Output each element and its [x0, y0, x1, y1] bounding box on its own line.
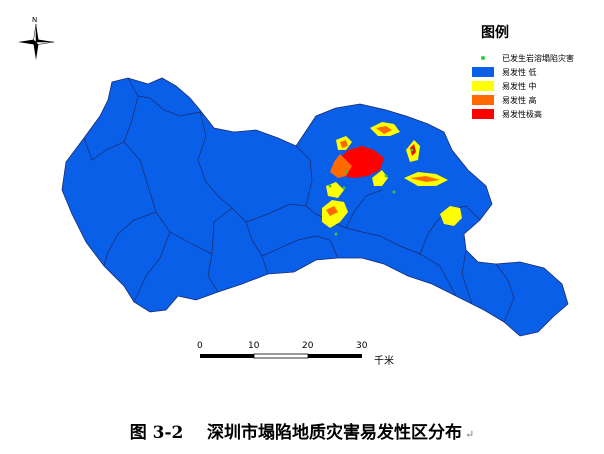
collapse-site-dot	[344, 170, 348, 174]
legend-item-high: 易发性 高	[472, 94, 537, 106]
collapse-site-dot	[334, 232, 338, 236]
legend-swatch-high	[472, 95, 494, 105]
district-boundaries	[83, 77, 515, 323]
patch-medium	[322, 200, 348, 228]
collapse-site-dot	[342, 186, 346, 190]
legend-swatch-medium	[472, 81, 494, 91]
legend-item-low: 易发性 低	[472, 66, 537, 78]
scale-unit-label: 千米	[374, 356, 394, 367]
patch-medium	[440, 206, 462, 226]
return-mark-icon: ↵	[465, 428, 475, 441]
scale-tick-label: 10	[248, 341, 260, 351]
legend-swatch-low	[472, 67, 494, 77]
legend-item-medium: 易发性 中	[472, 80, 537, 92]
caption-text: 图 3-2 深圳市塌陷地质灾害易发性区分布	[129, 423, 463, 443]
collapse-site-dot	[328, 184, 332, 188]
collapse-site-dot	[410, 148, 414, 152]
figure-caption: 图 3-2 深圳市塌陷地质灾害易发性区分布 ↵	[0, 418, 604, 443]
legend-item-label: 已发生岩溶塌陷灾害	[502, 53, 574, 63]
legend-item-occurred: 已发生岩溶塌陷灾害	[472, 52, 574, 64]
patch-medium	[372, 170, 388, 186]
legend-item-label: 易发性 低	[502, 67, 537, 77]
compass-rose-icon	[18, 23, 55, 60]
scale-tick-label: 20	[302, 341, 314, 351]
legend-item-label: 易发性极高	[502, 109, 542, 119]
legend-item-very-high: 易发性极高	[472, 108, 542, 120]
scale-bar	[200, 353, 362, 359]
scale-tick-label: 30	[356, 341, 368, 351]
patch-high	[410, 176, 440, 182]
legend-item-label: 易发性 高	[502, 95, 537, 105]
legend-item-label: 易发性 中	[502, 81, 537, 91]
north-label: N	[32, 16, 38, 24]
map-region-low-susceptibility	[61, 77, 569, 337]
collapse-sites	[328, 148, 414, 236]
scale-tick-label: 0	[197, 341, 203, 351]
legend-swatch-very-high	[472, 109, 494, 119]
patch-high	[326, 206, 338, 216]
legend-title: 图例	[481, 25, 509, 41]
collapse-site-dot	[392, 190, 396, 194]
patch-high	[376, 126, 392, 134]
patch-high	[340, 140, 348, 148]
legend-dot-icon	[481, 56, 485, 60]
collapse-site-dot	[384, 174, 388, 178]
